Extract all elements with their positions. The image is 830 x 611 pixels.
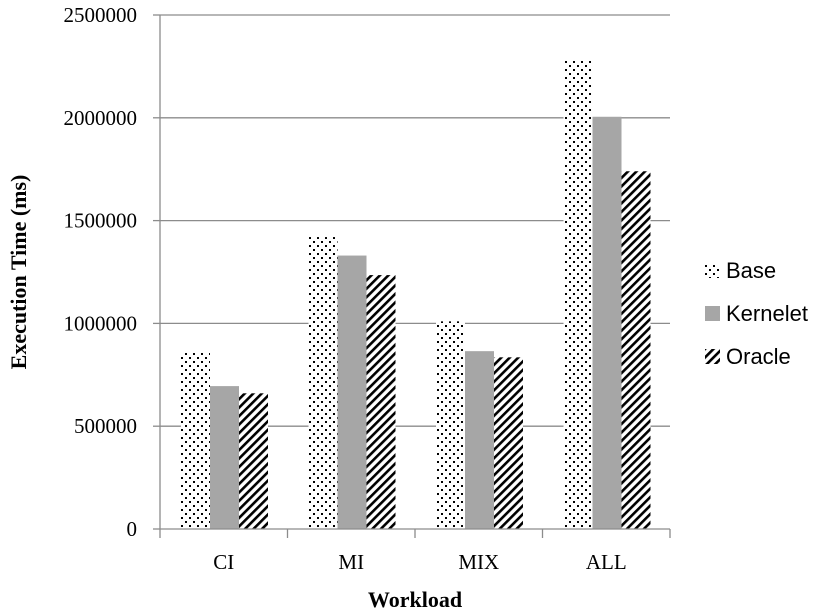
legend-swatch-kernelet	[705, 306, 720, 321]
legend-label-base: Base	[726, 258, 776, 283]
legend-label-kernelet: Kernelet	[726, 301, 808, 326]
y-tick-label: 2500000	[64, 3, 138, 27]
bar-base-mi	[308, 237, 338, 529]
y-tick-label: 1000000	[64, 311, 138, 335]
legend: Base Kernelet Oracle	[705, 258, 808, 369]
bar-oracle-ci	[239, 393, 268, 529]
y-axis-title: Execution Time (ms)	[6, 175, 31, 370]
legend-label-oracle: Oracle	[726, 344, 791, 369]
x-tick-label: CI	[213, 550, 234, 574]
axes	[153, 14, 671, 538]
x-tick-label: ALL	[586, 550, 627, 574]
x-axis-title: Workload	[368, 587, 462, 611]
y-tick-label: 1500000	[64, 209, 138, 233]
x-tick-label: MI	[338, 550, 364, 574]
tick-labels: 0 500000 1000000 1500000 2000000 2500000 CI MI M…	[64, 3, 627, 574]
bar-oracle-mi	[366, 275, 396, 529]
bars	[181, 60, 651, 530]
bar-oracle-all	[621, 171, 651, 530]
bar-kernelet-mix	[465, 351, 494, 529]
bar-base-all	[563, 60, 593, 530]
bar-oracle-mix	[494, 357, 523, 529]
bar-kernelet-mi	[337, 255, 367, 529]
y-tick-label: 0	[127, 517, 138, 541]
legend-swatch-oracle	[705, 349, 720, 364]
bar-base-ci	[181, 352, 210, 529]
y-tick-label: 2000000	[64, 106, 138, 130]
bar-kernelet-all	[592, 116, 622, 529]
bar-base-mix	[436, 321, 465, 529]
x-tick-label: MIX	[458, 550, 499, 574]
bar-kernelet-ci	[210, 386, 239, 529]
y-tick-label: 500000	[74, 414, 137, 438]
legend-swatch-base	[705, 263, 720, 278]
